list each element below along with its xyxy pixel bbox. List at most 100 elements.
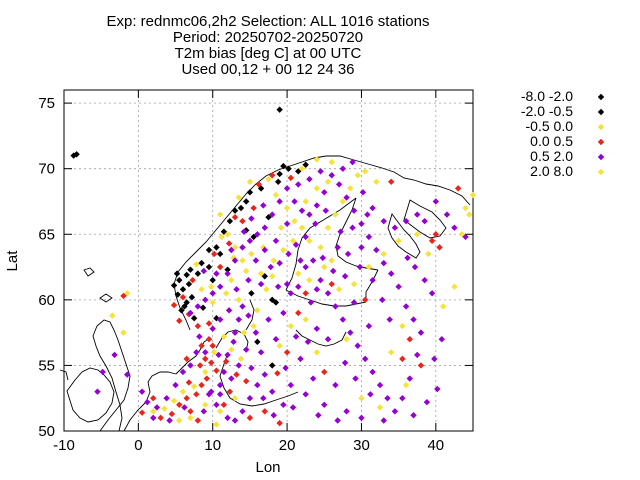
y-tick-label-3: 65 <box>38 226 55 243</box>
data-point-s3-1 <box>139 409 145 415</box>
data-point-s4-15 <box>213 402 219 408</box>
data-point-s2-48 <box>425 251 431 257</box>
data-point-s2-7 <box>191 383 197 389</box>
data-point-s4-55 <box>351 207 357 213</box>
data-point-s4-90 <box>379 297 385 303</box>
data-point-s3-46 <box>295 310 301 316</box>
data-point-s4-181 <box>282 365 288 371</box>
data-point-s4-112 <box>254 382 260 388</box>
data-point-s4-101 <box>332 382 338 388</box>
data-point-s0-24 <box>269 362 275 368</box>
data-point-s0-23 <box>254 339 260 345</box>
data-point-s4-99 <box>297 356 303 362</box>
data-point-s4-35 <box>340 316 346 322</box>
y-tick-label-1: 55 <box>38 357 55 374</box>
data-point-s4-160 <box>260 202 266 208</box>
data-point-s2-16 <box>263 286 269 292</box>
data-point-s4-12 <box>196 333 202 339</box>
data-point-s3-52 <box>274 370 280 376</box>
data-point-s3-50 <box>455 185 461 191</box>
data-point-s2-84 <box>343 336 349 342</box>
data-point-s4-164 <box>349 225 355 231</box>
data-point-s4-41 <box>384 395 390 401</box>
data-point-s4-147 <box>421 277 427 283</box>
data-point-s3-41 <box>436 244 442 250</box>
data-point-s3-53 <box>284 349 290 355</box>
data-point-s4-165 <box>364 211 370 217</box>
data-point-s2-41 <box>373 179 379 185</box>
data-point-s4-63 <box>291 198 297 204</box>
data-point-s2-29 <box>299 225 305 231</box>
y-axis-ticks: 505560657075 <box>38 95 473 440</box>
data-point-s4-116 <box>224 415 230 421</box>
coastline-map <box>60 156 470 431</box>
y-tick-label-5: 75 <box>38 95 55 112</box>
data-point-s3-49 <box>362 297 368 303</box>
data-point-s4-25 <box>265 316 271 322</box>
data-point-s1-7 <box>275 179 281 185</box>
data-points <box>70 106 476 427</box>
data-point-s4-105 <box>343 408 349 414</box>
data-point-s2-67 <box>243 268 249 274</box>
data-point-s2-15 <box>254 307 260 313</box>
data-point-s4-153 <box>424 399 430 405</box>
data-point-s4-61 <box>306 211 312 217</box>
data-point-s4-32 <box>317 277 323 283</box>
data-point-s4-11 <box>193 349 199 355</box>
y-axis-label: Lat <box>4 250 21 272</box>
data-point-s3-21 <box>243 378 249 384</box>
data-point-s4-151 <box>431 356 437 362</box>
data-point-s4-148 <box>412 264 418 270</box>
data-point-s4-23 <box>253 329 259 335</box>
chart-title: Exp: rednmc06,2h2 Selection: ALL 1016 st… <box>107 13 430 78</box>
data-point-s4-143 <box>444 211 450 217</box>
data-point-s2-11 <box>228 346 234 352</box>
data-point-s4-64 <box>284 185 290 191</box>
data-point-s2-53 <box>403 382 409 388</box>
data-point-s4-135 <box>360 189 366 195</box>
x-tick-label-1: 0 <box>134 437 142 454</box>
data-point-s4-110 <box>269 388 275 394</box>
data-point-s4-18 <box>224 352 230 358</box>
data-point-s4-96 <box>325 336 331 342</box>
data-point-s4-2 <box>111 352 117 358</box>
data-point-s4-126 <box>253 257 259 263</box>
data-point-s4-174 <box>290 404 296 410</box>
data-point-s4-76 <box>195 303 201 309</box>
legend-marker-5 <box>598 169 604 175</box>
data-point-s3-13 <box>197 362 203 368</box>
data-point-s4-142 <box>433 198 439 204</box>
data-point-s4-128 <box>273 238 279 244</box>
data-point-s3-34 <box>239 218 245 224</box>
data-point-s3-24 <box>276 420 282 426</box>
data-point-s4-89 <box>369 277 375 283</box>
data-point-s4-154 <box>410 412 416 418</box>
data-point-s2-24 <box>247 179 253 185</box>
data-point-s2-27 <box>284 205 290 211</box>
data-point-s4-53 <box>366 234 372 240</box>
data-point-s4-183 <box>308 299 314 305</box>
data-point-s3-32 <box>211 251 217 257</box>
x-tick-label-0: -10 <box>53 437 75 454</box>
data-point-s4-146 <box>429 290 435 296</box>
data-point-s3-18 <box>221 402 227 408</box>
data-point-s0-6 <box>180 286 186 292</box>
data-point-s4-39 <box>369 369 375 375</box>
data-point-s4-78 <box>258 281 264 287</box>
legend-marker-4 <box>598 154 604 160</box>
data-point-s4-29 <box>295 284 301 290</box>
legend-marker-2 <box>598 124 604 130</box>
legend-marker-1 <box>598 109 604 115</box>
data-point-s4-47 <box>410 316 416 322</box>
data-point-s4-162 <box>320 255 326 261</box>
data-point-s4-52 <box>373 247 379 253</box>
data-point-s0-13 <box>232 207 238 213</box>
data-point-s2-35 <box>347 185 353 191</box>
data-point-s4-5 <box>144 399 150 405</box>
data-point-s4-161 <box>330 268 336 274</box>
data-point-s4-117 <box>217 391 223 397</box>
data-point-s4-30 <box>302 264 308 270</box>
legend-label-0: -8.0 -2.0 <box>521 88 573 104</box>
data-point-s4-106 <box>321 402 327 408</box>
data-point-s2-45 <box>381 251 387 257</box>
